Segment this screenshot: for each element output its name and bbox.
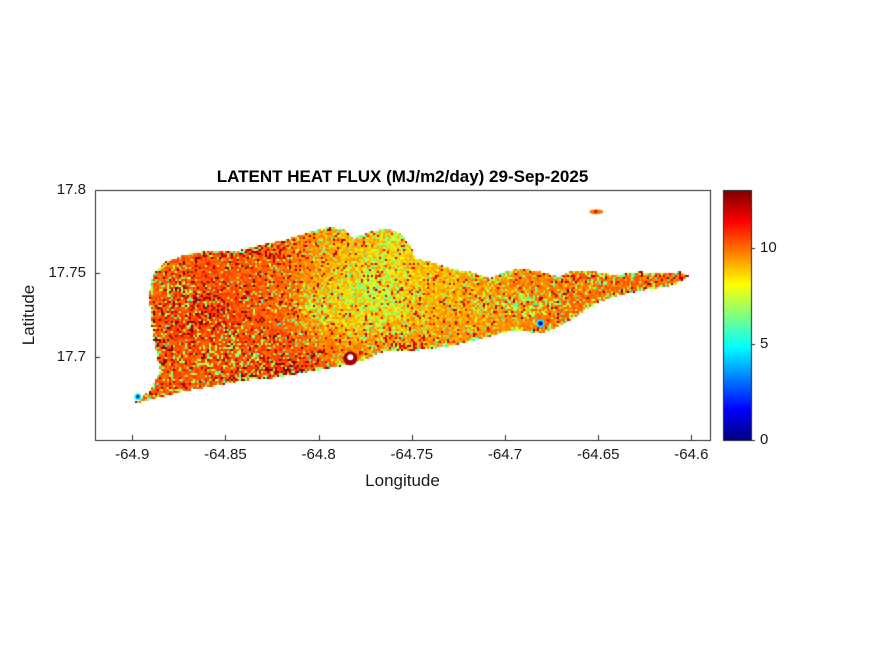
colorbar-tick-label: 0 [760, 431, 769, 448]
x-tick-label: -64.9 [115, 446, 150, 463]
y-tick-label: 17.75 [48, 264, 86, 282]
colorbar-tick-label: 10 [760, 238, 777, 256]
y-tick-label: 17.8 [56, 181, 86, 198]
x-tick-label: -64.85 [204, 446, 247, 463]
y-axis-label: Latitude [19, 284, 38, 346]
x-tick-label: -64.8 [301, 446, 336, 463]
x-axis-label: Longitude [365, 471, 440, 490]
y-tick-label: 17.7 [56, 347, 86, 365]
x-tick-label: -64.6 [674, 446, 709, 463]
chart-title: LATENT HEAT FLUX (MJ/m2/day) 29-Sep-2025 [216, 167, 589, 186]
x-tick-label: -64.65 [576, 446, 620, 463]
x-tick-label: -64.75 [390, 446, 434, 463]
colorbar-tick-label: 5 [760, 334, 769, 352]
x-tick-label: -64.7 [487, 446, 523, 463]
